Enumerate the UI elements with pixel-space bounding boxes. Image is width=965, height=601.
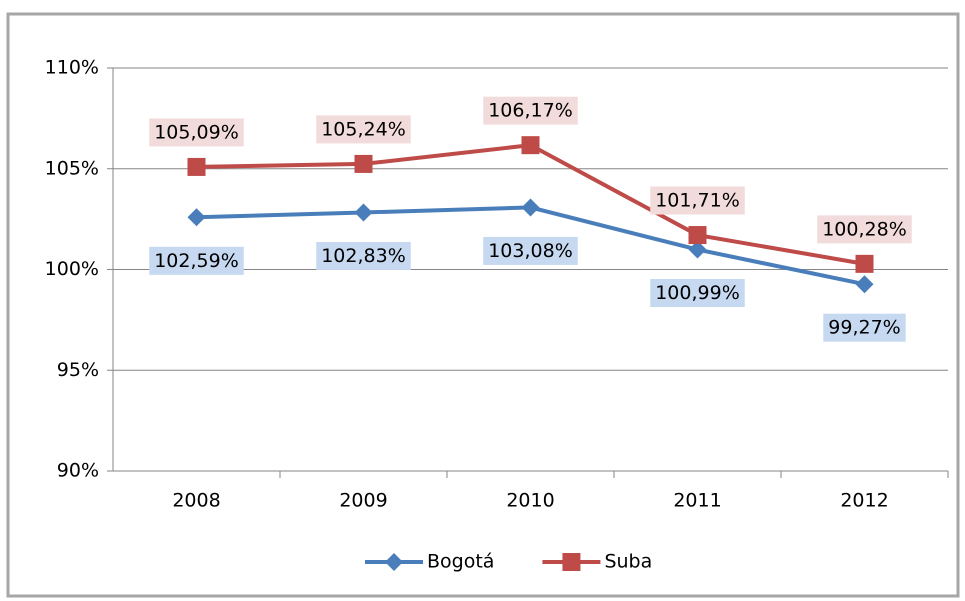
marker — [354, 154, 373, 173]
data-label-background — [483, 96, 578, 125]
x-tick-label: 2009 — [339, 490, 387, 512]
data-label-background — [316, 115, 411, 144]
marker — [354, 203, 373, 222]
data-label-background — [650, 279, 745, 308]
marker — [688, 240, 707, 259]
data-label-background — [149, 246, 244, 275]
data-label: 105,09% — [154, 121, 239, 143]
marker — [187, 157, 206, 176]
data-label: 102,59% — [154, 250, 239, 272]
legend-label: Bogotá — [427, 551, 494, 573]
data-label: 101,71% — [655, 190, 740, 212]
legend-label: Suba — [604, 551, 652, 573]
data-label: 99,27% — [828, 317, 900, 339]
marker — [521, 198, 540, 217]
data-label-background — [483, 236, 578, 265]
chart-frame — [6, 12, 960, 598]
y-tick-label: 95% — [57, 359, 99, 381]
data-label: 106,17% — [488, 100, 573, 122]
x-tick-label: 2012 — [840, 490, 888, 512]
data-label-background — [149, 118, 244, 147]
legend-marker — [562, 553, 581, 571]
data-label: 100,99% — [655, 282, 740, 304]
data-label: 100,28% — [822, 218, 907, 240]
marker — [855, 275, 874, 294]
x-tick-label: 2008 — [172, 490, 220, 512]
data-label-background — [650, 186, 745, 215]
marker — [855, 254, 874, 273]
data-label-background — [316, 241, 411, 270]
legend-marker — [385, 553, 403, 571]
data-label-background — [823, 313, 906, 342]
x-tick-label: 2010 — [506, 490, 554, 512]
y-tick-label: 105% — [45, 157, 99, 179]
data-label-background — [817, 215, 912, 244]
data-label: 105,24% — [321, 118, 406, 140]
marker — [688, 226, 707, 245]
data-label: 102,83% — [321, 245, 406, 267]
x-tick-label: 2011 — [673, 490, 721, 512]
y-tick-label: 100% — [45, 258, 99, 280]
marker — [521, 136, 540, 155]
data-label: 103,08% — [488, 240, 573, 262]
y-tick-label: 90% — [57, 460, 99, 482]
marker — [187, 208, 206, 227]
y-tick-label: 110% — [45, 57, 99, 79]
